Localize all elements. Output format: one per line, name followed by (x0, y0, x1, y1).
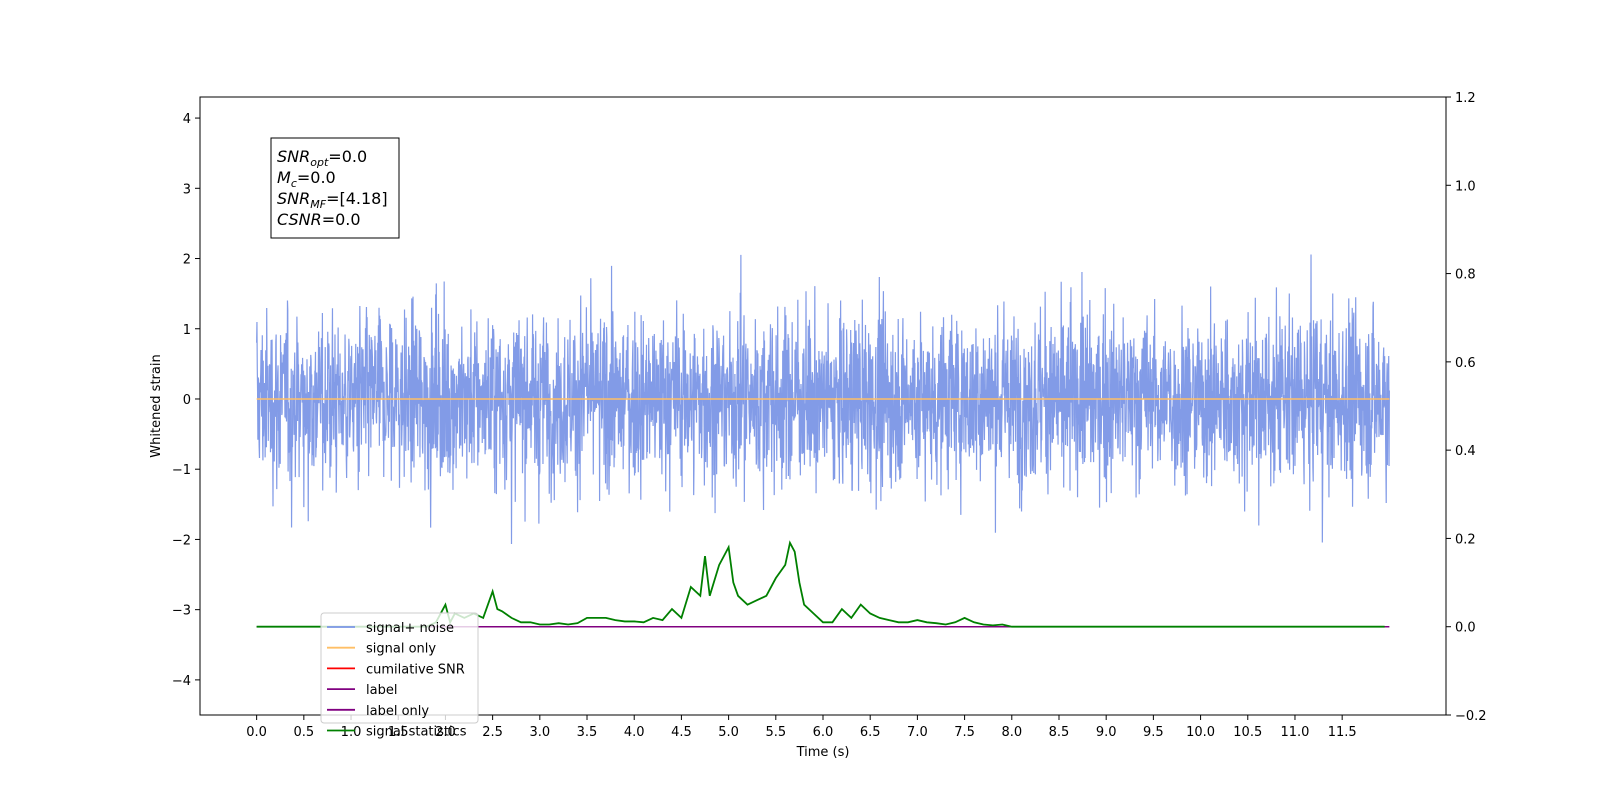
x-tick-label: 7.5 (954, 725, 975, 740)
info-line: SNRopt=0.0 (277, 147, 367, 169)
legend-label: signal only (366, 642, 436, 657)
x-tick-label: 9.5 (1143, 725, 1164, 740)
x-tick-label: 0.0 (246, 725, 267, 740)
y-axis-label: Whitened strain (149, 354, 164, 457)
x-tick-label: 5.0 (718, 725, 739, 740)
x-axis-label: Time (s) (796, 745, 850, 760)
x-tick-label: 1.0 (341, 725, 362, 740)
y-tick-label: 0 (183, 393, 191, 408)
x-tick-label: 2.5 (482, 725, 503, 740)
x-tick-label: 6.5 (860, 725, 881, 740)
legend-label: label (366, 683, 397, 698)
x-tick-label: 5.5 (765, 725, 786, 740)
x-tick-label: 10.0 (1186, 725, 1215, 740)
y-tick-label: 3 (183, 182, 191, 197)
y-tick-label: −3 (172, 604, 191, 619)
y2-tick-label: 0.8 (1455, 268, 1476, 283)
y2-tick-label: 0.0 (1455, 621, 1476, 636)
y2-tick-label: 1.0 (1455, 179, 1476, 194)
y-tick-label: 4 (183, 112, 191, 127)
x-tick-label: 4.0 (624, 725, 645, 740)
legend-label: label only (366, 704, 429, 719)
signal-noise-line (256, 254, 1390, 544)
x-tick-label: 3.0 (529, 725, 550, 740)
x-tick-label: 9.0 (1096, 725, 1117, 740)
x-tick-label: 4.5 (671, 725, 692, 740)
x-tick-label: 6.0 (813, 725, 834, 740)
signal-statistics-line (256, 540, 1385, 628)
x-tick-label: 1.5 (388, 725, 409, 740)
y-tick-label: −4 (172, 674, 191, 689)
y-axis-left: 4 3 2 1 0 −1 −2 −3 −4 (172, 112, 200, 689)
x-tick-label: 2.0 (435, 725, 456, 740)
series-signal-noise (256, 254, 1390, 544)
x-tick-label: 7.0 (907, 725, 928, 740)
legend-label: signal+ noise (366, 621, 454, 636)
legend-frame (320, 612, 479, 724)
y2-tick-label: 1.2 (1455, 91, 1476, 106)
info-line: CSNR=0.0 (277, 210, 361, 229)
y2-tick-label: 0.2 (1455, 532, 1476, 547)
x-tick-label: 10.5 (1233, 725, 1262, 740)
x-tick-label: 3.5 (577, 725, 598, 740)
info-line: Mc=0.0 (277, 168, 336, 190)
x-tick-label: 11.0 (1280, 725, 1309, 740)
x-tick-label: 0.5 (293, 725, 314, 740)
x-tick-label: 8.5 (1049, 725, 1070, 740)
y2-tick-label: −0.2 (1455, 709, 1487, 724)
x-tick-label: 8.0 (1001, 725, 1022, 740)
y-axis-right: 1.2 1.0 0.8 0.6 0.4 0.2 0.0 −0.2 (1446, 91, 1487, 724)
legend-label: cumilative SNR (366, 662, 465, 677)
y-tick-label: −1 (172, 463, 191, 478)
y2-tick-label: 0.6 (1455, 356, 1476, 371)
legend: signal+ noise signal only cumilative SNR la… (320, 612, 479, 740)
x-axis: 0.0 0.5 1.0 1.5 2.0 2.5 3.0 3.5 4.0 4.5 5.0 5.5 6.0 6… (246, 715, 1357, 740)
y2-tick-label: 0.4 (1455, 444, 1476, 459)
info-line: SNRMF=[4.18] (277, 189, 388, 211)
y-tick-label: −2 (172, 533, 191, 548)
y-tick-label: 2 (183, 253, 191, 268)
y-tick-label: 1 (183, 323, 191, 338)
info-box-frame (270, 137, 400, 239)
x-tick-label: 11.5 (1328, 725, 1357, 740)
legend-label: signal statistics (366, 725, 467, 740)
